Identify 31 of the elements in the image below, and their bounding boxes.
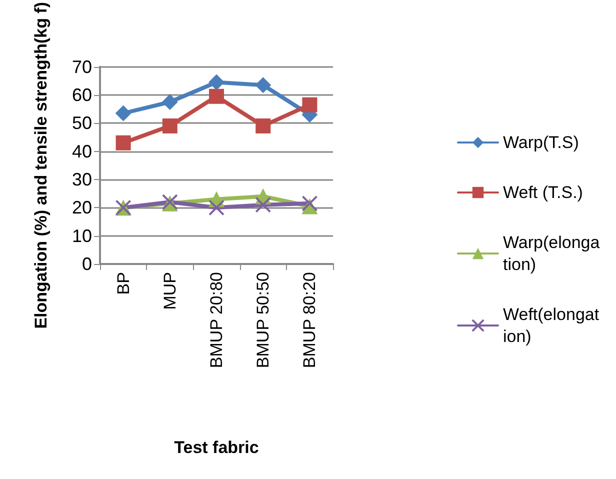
y-tick-label: 20 bbox=[72, 198, 92, 218]
point bbox=[115, 105, 132, 122]
point bbox=[208, 74, 224, 90]
legend-label: Warp(T.S) bbox=[503, 133, 579, 152]
y-tick-label: 50 bbox=[72, 113, 92, 134]
y-tick-label: 40 bbox=[72, 141, 92, 162]
legend-label: Weft(elongation) bbox=[503, 305, 600, 346]
point bbox=[162, 118, 178, 134]
point bbox=[162, 94, 178, 110]
x-tick-label: BMUP 50:50 bbox=[254, 272, 273, 368]
x-axis-title: Test fabric bbox=[174, 438, 259, 457]
x-tick-label: BMUP 20:80 bbox=[207, 272, 226, 368]
x-tick-label: MUP bbox=[160, 272, 180, 310]
y-axis-title: Elongation (%) and tensile strength(kg f) bbox=[32, 2, 50, 329]
legend-label: Warp(elongation) bbox=[503, 233, 600, 274]
y-tick-label: 70 bbox=[72, 56, 92, 77]
point bbox=[302, 195, 318, 212]
point bbox=[208, 200, 224, 216]
y-tick-label: 60 bbox=[72, 84, 92, 105]
point bbox=[256, 118, 271, 134]
point bbox=[255, 196, 272, 213]
legend-label: Weft (T.S.) bbox=[503, 183, 583, 202]
y-tick-label: 30 bbox=[72, 169, 92, 190]
y-tick-label: 10 bbox=[72, 226, 92, 246]
point bbox=[255, 77, 272, 94]
point bbox=[302, 97, 318, 112]
point bbox=[209, 88, 224, 104]
x-tick-label: BP bbox=[114, 272, 133, 295]
point bbox=[116, 135, 131, 150]
y-tick-label: 0 bbox=[82, 254, 92, 274]
x-tick-label: BMUP 80:20 bbox=[300, 272, 320, 368]
